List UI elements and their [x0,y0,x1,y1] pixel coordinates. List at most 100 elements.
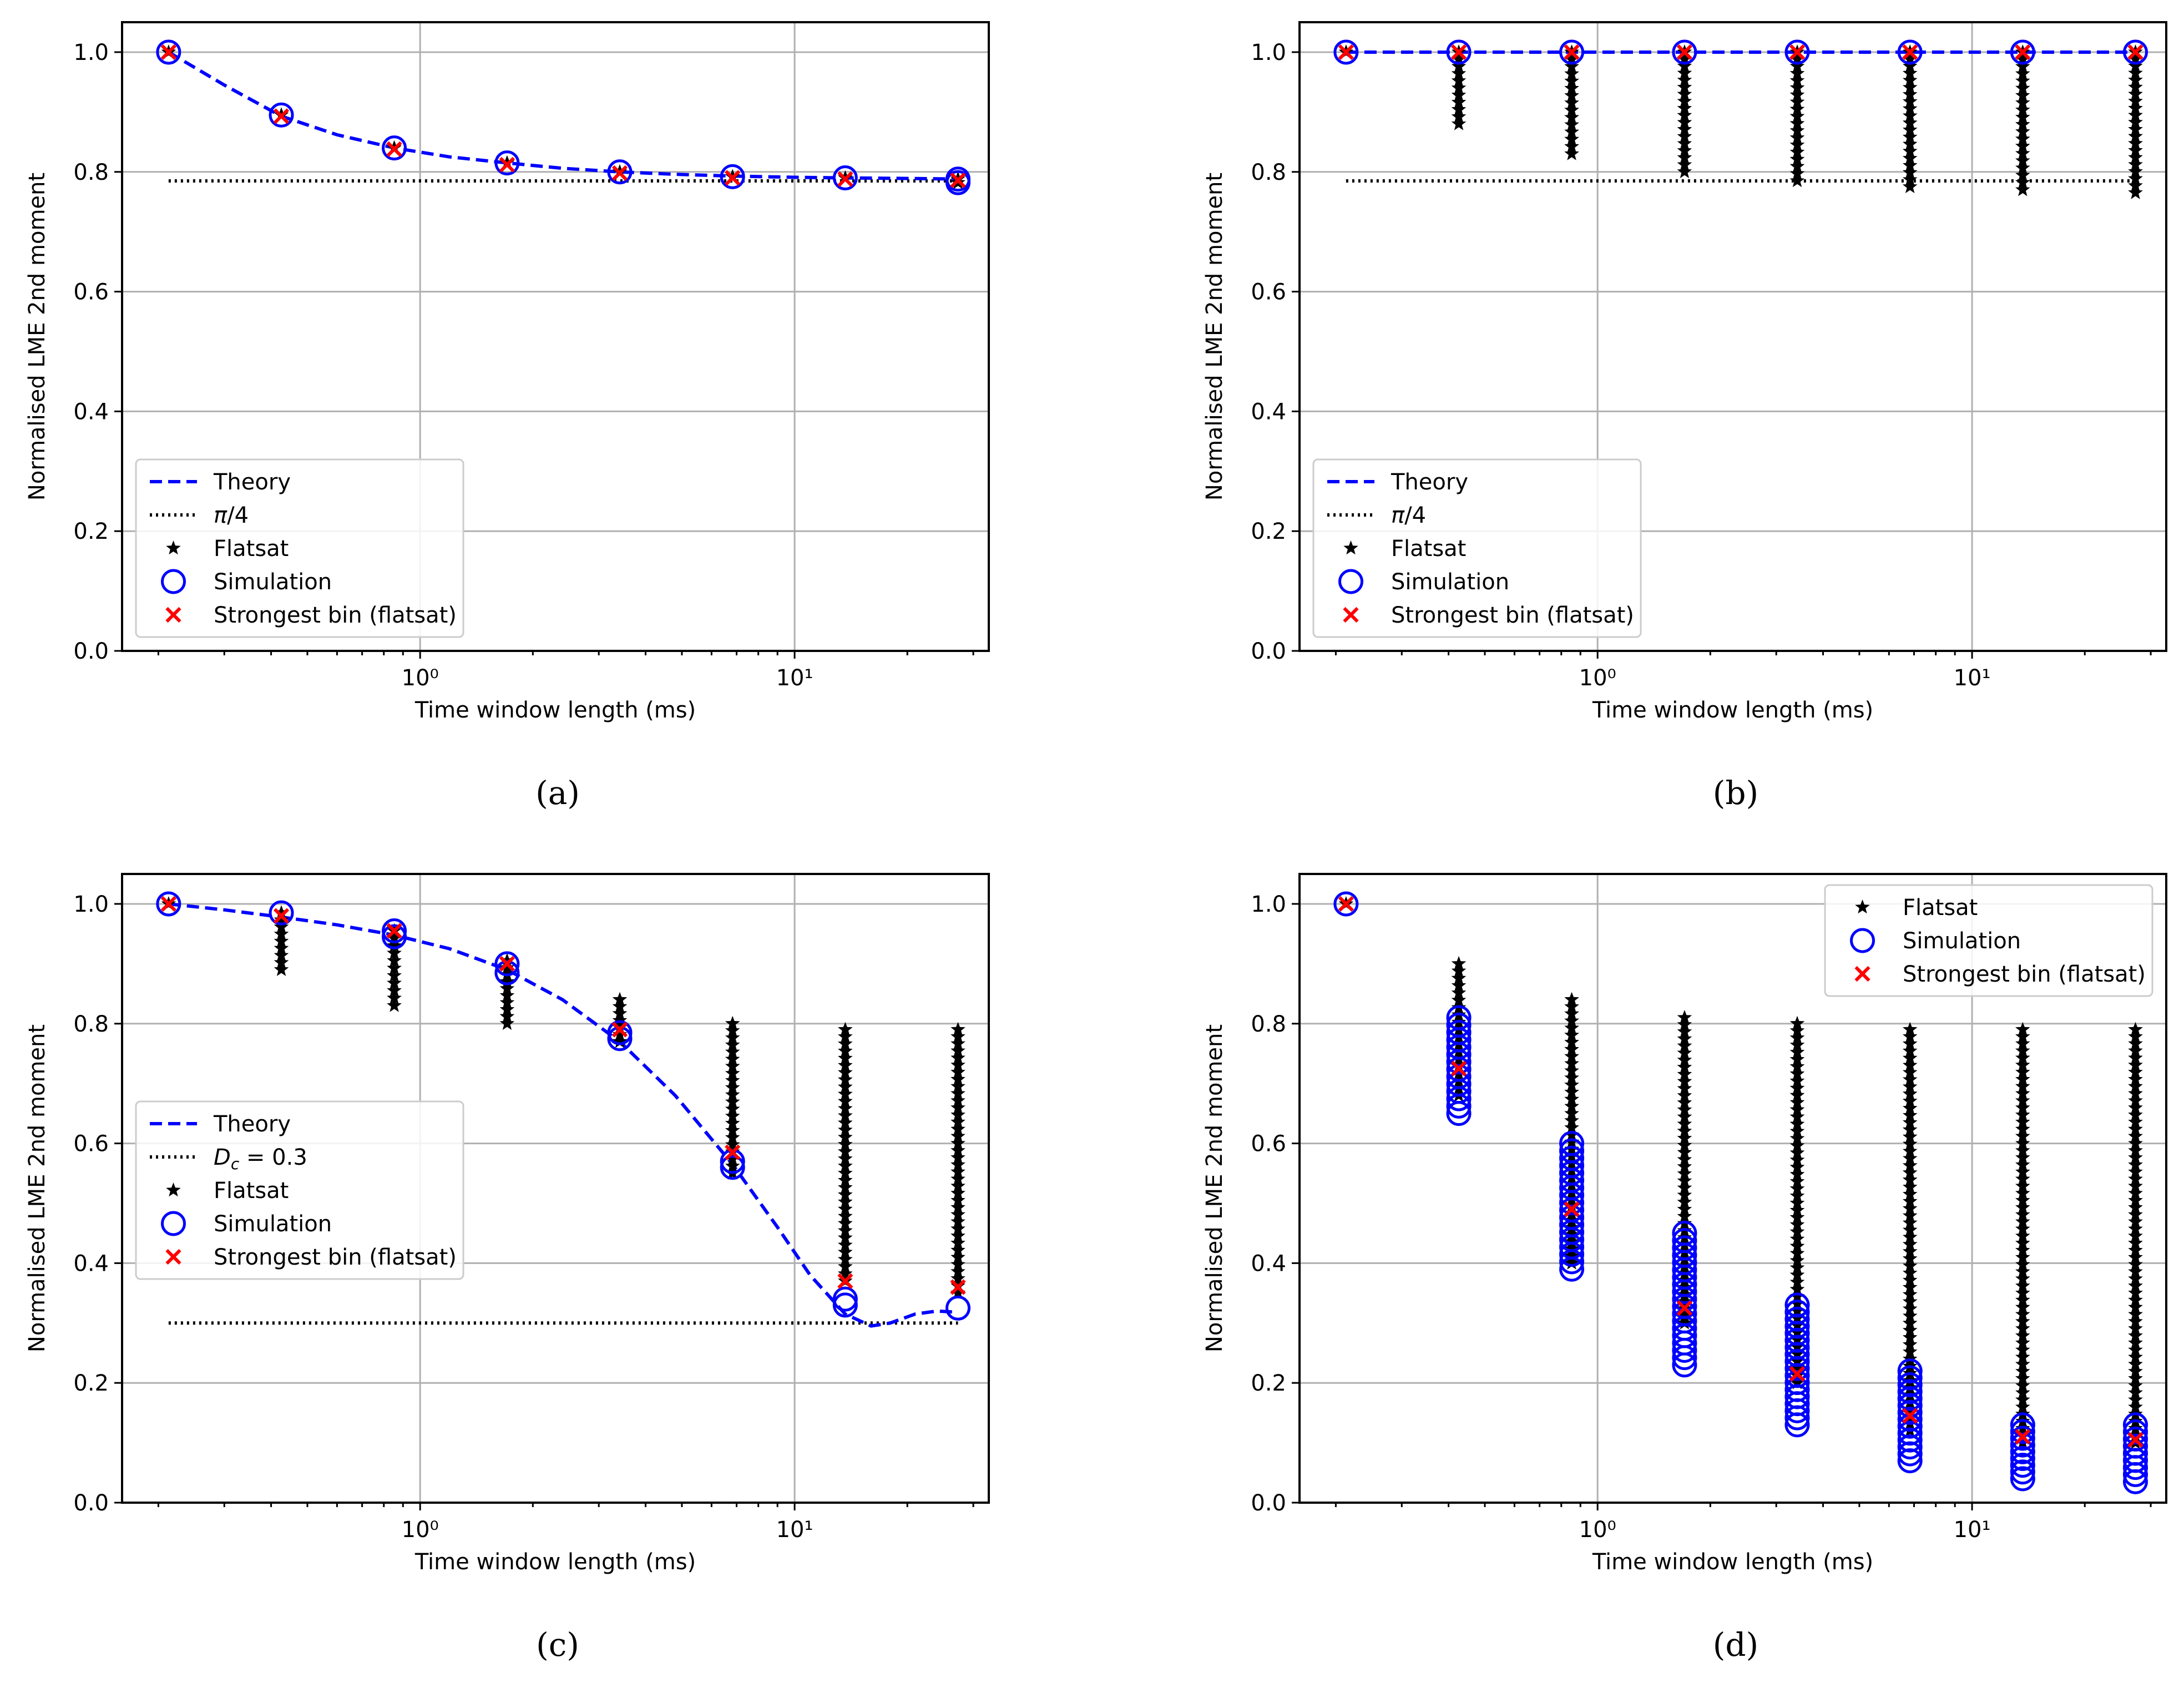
flatsat-point [725,1158,740,1172]
strongest-bin-point [725,170,741,186]
flatsat-point [2128,1129,2143,1143]
strongest-bin-point [499,956,515,972]
y-tick-label: 0.4 [73,399,109,424]
flatsat-point [1677,143,1692,157]
legend-strongest-swatch [165,1249,181,1265]
flatsat-point [1902,1258,1918,1272]
flatsat-point [2015,1121,2030,1136]
simulation-point [1446,39,1472,65]
panel-b-caption: (b) [1712,774,1759,812]
flatsat-point [1677,1194,1692,1209]
flatsat-point [1789,1124,1805,1138]
flatsat-point [2015,1072,2030,1086]
flatsat-point [2015,1214,2030,1229]
flatsat-point [838,1022,853,1036]
flatsat-point [838,1237,853,1252]
flatsat-point [951,1150,965,1164]
simulation-point [832,1292,858,1318]
legend-label: Theory [213,469,291,495]
flatsat-point [838,1266,853,1281]
flatsat-point [838,1050,853,1065]
flatsat-point [838,1216,853,1230]
flatsat-point [1564,139,1579,153]
flatsat-point [1677,136,1692,150]
flatsat-point [1789,1267,1805,1282]
flatsat-point [951,1135,965,1150]
flatsat-point [274,933,289,948]
flatsat-point [1789,58,1805,73]
flatsat-point [951,1072,965,1086]
flatsat-point [1902,1144,1918,1158]
flatsat-point [1902,108,1918,123]
flatsat-point [1902,1351,1918,1366]
flatsat-point [387,931,402,945]
flatsat-point [1677,1024,1692,1038]
flatsat-point [838,1036,853,1050]
flatsat-point [387,983,402,997]
flatsat-point [2128,114,2143,129]
simulation-point [269,102,294,128]
flatsat-point [1789,1102,1805,1116]
flatsat-point [1677,1109,1692,1124]
strongest-bin-point [1902,44,1918,60]
flatsat-point [1564,1248,1579,1262]
flatsat-point [1902,1122,1918,1136]
y-tick-label: 0.8 [1251,160,1286,185]
flatsat-point [2128,1278,2143,1292]
simulation-point [494,951,520,977]
flatsat-point [2015,1143,2030,1158]
flatsat-point [725,1052,740,1066]
flatsat-point [1451,80,1467,94]
flatsat-point [2128,1292,2143,1307]
flatsat-point [1564,992,1579,1006]
flatsat-point [2015,52,2030,66]
legend-label: Flatsat [214,536,289,562]
flatsat-point [2015,1086,2030,1100]
flatsat-point [2015,1179,2030,1193]
y-tick-label: 1.0 [1251,40,1286,65]
flatsat-point [1677,1315,1692,1330]
flatsat-point [2015,145,2030,160]
simulation-point [1897,1421,1923,1446]
flatsat-point [1677,114,1692,129]
x-tick-label: 10¹ [1954,1517,1991,1543]
flatsat-point [838,1079,853,1094]
strongest-bin-point [386,923,402,939]
flatsat-point [2015,1264,2030,1278]
flatsat-point [2015,1285,2030,1300]
flatsat-point [2128,51,2143,65]
flatsat-point [951,1114,965,1129]
flatsat-point [951,1192,965,1207]
flatsat-point [1789,109,1805,123]
flatsat-point [2128,1143,2143,1158]
y-tick-label: 0.6 [73,1131,109,1157]
flatsat-point [2015,80,2030,95]
simulation-point [1897,1434,1923,1460]
flatsat-point [1451,65,1467,80]
x-tick-label: 10⁰ [1579,665,1616,691]
flatsat-point [1789,1152,1805,1167]
simulation-point [832,1286,858,1312]
simulation-point [2010,1459,2035,1485]
strongest-bin-point [1564,1201,1580,1217]
flatsat-point [2128,87,2143,101]
simulation-point [832,165,858,191]
flatsat-point [951,1171,965,1186]
flatsat-point [2015,1185,2030,1200]
flatsat-point [838,1108,853,1123]
flatsat-point [2128,108,2143,122]
flatsat-point [838,1158,853,1172]
flatsat-point [838,1072,853,1086]
strongest-bin-point [1902,1408,1918,1424]
flatsat-point [1451,992,1467,1007]
flatsat-point [2015,1300,2030,1314]
flatsat-point [1564,117,1579,132]
flatsat-point [1902,1136,1918,1151]
flatsat-point [1451,87,1467,102]
flatsat-point [1789,1116,1805,1131]
flatsat-point [725,1065,740,1080]
strongest-bin-point [611,165,628,181]
flatsat-point [1789,159,1805,173]
y-tick-label: 0.6 [73,280,109,305]
legend-label: Dc = 0.3 [214,1145,307,1173]
